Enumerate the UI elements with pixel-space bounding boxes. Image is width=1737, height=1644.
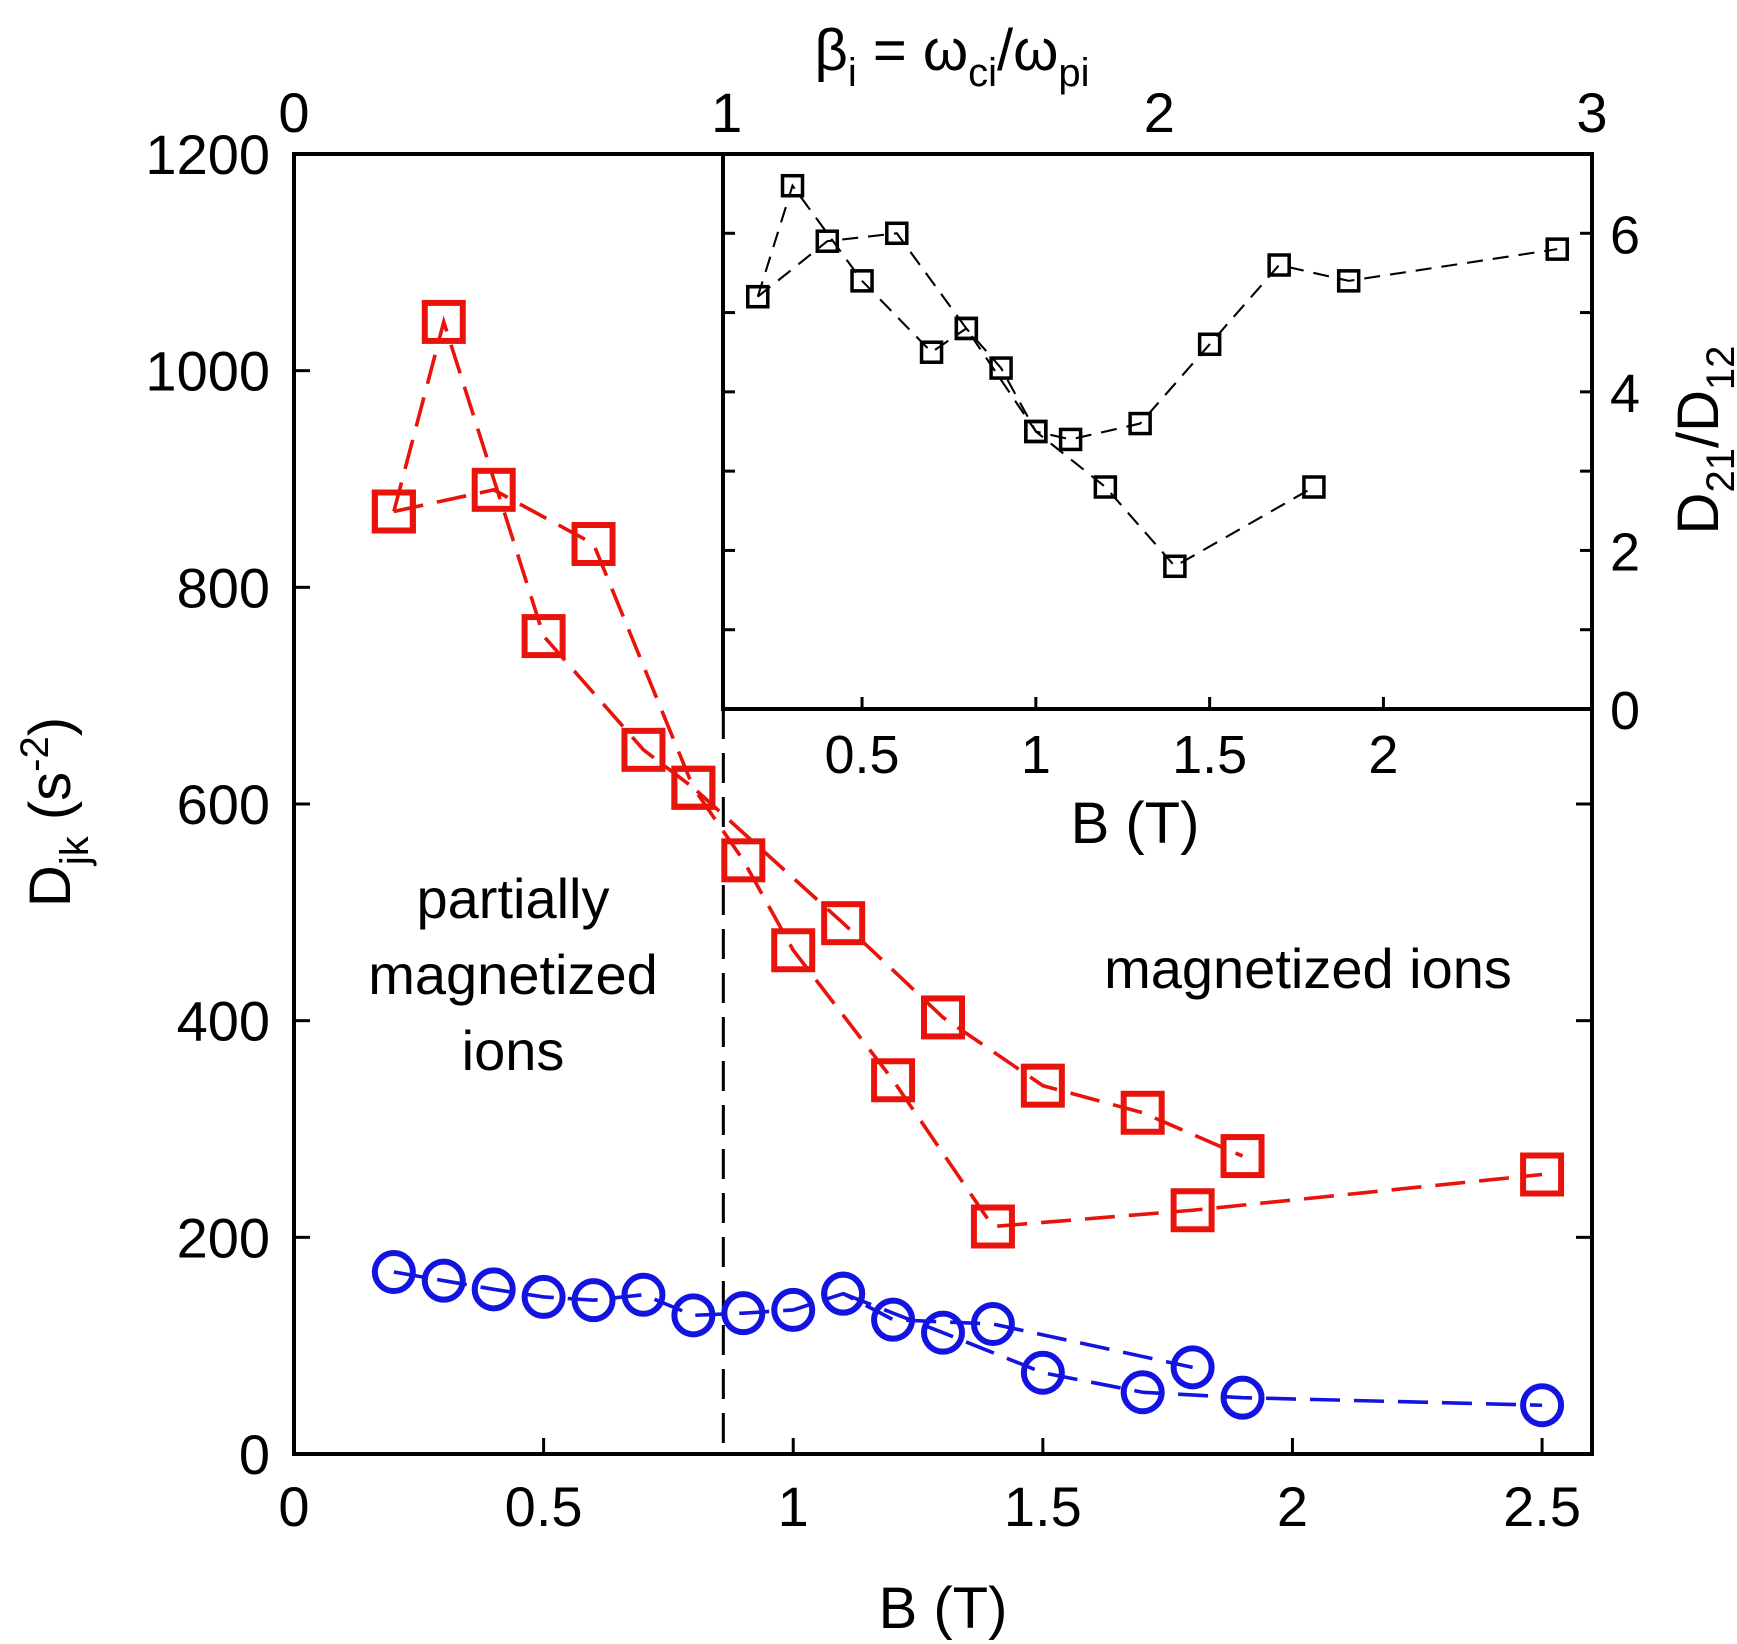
inset-series-1-square-marker: [815, 229, 840, 253]
main-series: [371, 299, 1565, 1428]
main-series-3-circle-marker: [1520, 1383, 1565, 1428]
main-series-2-line: [393, 1270, 1193, 1370]
main-series-2-circle-marker: [521, 1274, 566, 1319]
annotation-partially-line3: ions: [462, 1019, 565, 1082]
main-series-3-circle-marker: [1220, 1375, 1265, 1420]
inset-y-tick-label: 0: [1610, 681, 1640, 741]
inset-y-axis-title: D21/D12: [1666, 346, 1737, 535]
top-tick-label: 0: [278, 81, 309, 144]
main-series-2-circle-marker: [671, 1293, 716, 1338]
main-series-0-square-marker: [421, 299, 466, 344]
inset-series-1-square-marker: [1336, 269, 1361, 293]
main-series-1-square-marker: [471, 467, 516, 512]
inset-series-1-line: [757, 232, 1558, 441]
inset-y-tick-label: 4: [1610, 364, 1640, 424]
x-tick-label: 1.5: [1004, 1475, 1082, 1538]
inset-series-1-square-marker: [1267, 253, 1291, 277]
main-series-1-square-marker: [921, 995, 965, 1040]
y-tick-label: 1200: [145, 123, 270, 186]
main-series-2-circle-marker: [371, 1250, 416, 1294]
inset-series-1-square-marker: [1024, 419, 1048, 444]
top-tick-label: 1: [711, 81, 742, 144]
annotation-partially-line2: magnetized: [368, 943, 658, 1006]
inset-series-1-square-marker: [954, 316, 979, 341]
inset-x-tick-label: 1.5: [1172, 725, 1247, 785]
main-series-2-circle-marker: [571, 1278, 616, 1323]
top-tick-label: 3: [1576, 81, 1607, 144]
top-axis-title: βi = ωci/ωpi: [814, 18, 1089, 95]
y-tick-label: 200: [177, 1206, 270, 1269]
main-series-0-square-marker: [771, 928, 816, 973]
main-series-3-circle-marker: [1120, 1370, 1165, 1415]
main-series-0-square-marker: [1520, 1152, 1565, 1197]
inset-series-1-square-marker: [746, 284, 770, 309]
inset-y-tick-label: 6: [1610, 205, 1640, 265]
main-series-1-square-marker: [1220, 1134, 1265, 1179]
main-series-2-circle-marker: [471, 1267, 516, 1312]
y-tick-label: 400: [177, 990, 270, 1053]
x-tick-label: 0.5: [505, 1475, 583, 1538]
inset-x-tick-label: 2: [1368, 725, 1398, 785]
annotation-partially-line1: partially: [417, 867, 610, 930]
y-tick-label: 1000: [145, 340, 270, 403]
x-tick-label: 2.5: [1503, 1475, 1581, 1538]
main-series-0-square-marker: [521, 614, 566, 659]
inset-series: [746, 173, 1569, 579]
main-x-axis-title: B (T): [879, 1576, 1008, 1641]
main-series-0-square-marker: [721, 838, 766, 883]
main-series-2-circle-marker: [771, 1287, 816, 1332]
inset-series-0-square-marker: [989, 356, 1013, 380]
main-series-1-square-marker: [671, 765, 716, 810]
main-series-3-circle-marker: [1020, 1350, 1065, 1395]
y-tick-label: 600: [177, 773, 270, 836]
y-tick-label: 0: [239, 1423, 270, 1486]
main-series-0-square-marker: [970, 1204, 1015, 1249]
inset-series-1-square-marker: [1058, 427, 1083, 452]
main-series-2-circle-marker: [721, 1291, 766, 1336]
inset-y-tick-label: 2: [1610, 522, 1640, 582]
inset-series-1-square-marker: [1197, 332, 1222, 357]
x-tick-label: 2: [1277, 1475, 1308, 1538]
inset-series-0-square-marker: [1302, 475, 1326, 499]
inset-x-axis-title: B (T): [1071, 791, 1200, 856]
main-series-3-circle-marker: [921, 1310, 965, 1355]
main-series-2-circle-marker: [421, 1258, 466, 1303]
main-series-1-square-marker: [571, 522, 616, 566]
x-tick-label: 0: [278, 1475, 309, 1538]
inset-ticks: 0.5 1 1.5 2 0 2 4 6: [723, 152, 1640, 785]
inset-x-tick-label: 1: [1021, 725, 1051, 785]
main-series-1-square-marker: [1020, 1063, 1065, 1108]
main-series-1-square-marker: [1120, 1090, 1165, 1135]
main-series-0-square-marker: [1170, 1188, 1215, 1233]
main-y-axis-title: Djk (s-2): [13, 717, 97, 907]
inset-series-1-square-marker: [1128, 411, 1152, 436]
inset-series-1-square-marker: [1545, 237, 1569, 261]
main-series-1-line: [393, 487, 1244, 1158]
main-series-1-square-marker: [821, 901, 866, 946]
inset-series-0-square-marker: [850, 269, 874, 293]
main-series-2-circle-marker: [970, 1302, 1015, 1346]
inset-series-0-square-marker: [1093, 475, 1118, 499]
main-series-0-square-marker: [621, 727, 666, 772]
main-series-2-circle-marker: [621, 1272, 666, 1317]
inset-series-0-line: [756, 183, 1315, 568]
main-series-3-circle-marker: [821, 1271, 866, 1316]
main-series-0-square-marker: [871, 1058, 916, 1103]
x-tick-label: 1: [778, 1475, 809, 1538]
main-series-0-line: [392, 315, 1543, 1229]
top-tick-label: 2: [1144, 81, 1175, 144]
main-series-2-circle-marker: [1170, 1345, 1215, 1390]
inset-series-1-square-marker: [885, 221, 909, 246]
inset-series-0-square-marker: [1163, 554, 1187, 579]
inset-series-0-square-marker: [919, 340, 944, 364]
inset-plot-frame: [721, 152, 1594, 711]
inset-x-tick-label: 0.5: [825, 725, 900, 785]
y-tick-label: 800: [177, 556, 270, 619]
main-series-1-square-marker: [371, 489, 416, 534]
inset-series-0-square-marker: [780, 173, 805, 198]
annotation-magnetized-ions: magnetized ions: [1104, 937, 1512, 1000]
